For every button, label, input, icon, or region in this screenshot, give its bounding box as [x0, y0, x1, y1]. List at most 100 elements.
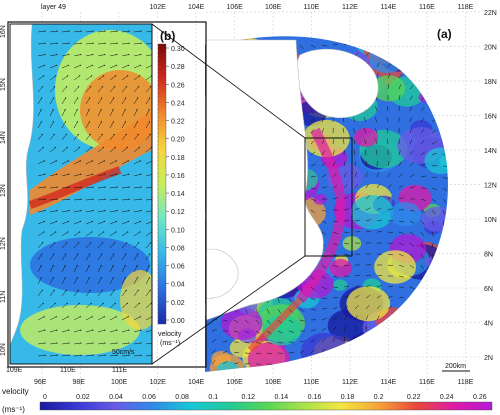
- inset-lat-tick: 15N: [0, 78, 7, 91]
- main-colorbar-tick: 0.14: [275, 394, 289, 401]
- bottom-lon-tick: 98E: [73, 379, 86, 386]
- main-colorbar-tick: 0.22: [407, 394, 421, 401]
- inset-velocity-unit: (ms⁻¹): [160, 340, 180, 347]
- main-colorbar-tick: 0.26: [473, 394, 487, 401]
- top-lon-tick: 108E: [265, 4, 282, 11]
- land-mass: [296, 48, 379, 119]
- top-lon-tick: 116E: [419, 4, 435, 11]
- right-lat-tick: 10N: [484, 217, 497, 224]
- inset-lat-tick: 14N: [0, 131, 7, 144]
- right-lat-tick: 6N: [484, 286, 493, 293]
- inset-colorbar-tick: 0.18: [171, 155, 185, 162]
- main-colorbar-tick: 0.12: [241, 394, 255, 401]
- inset-colorbar-tick: 0.10: [171, 227, 185, 234]
- leader-line-top: [151, 23, 306, 139]
- inset-colorbar-tick: 0.06: [171, 264, 185, 271]
- inset-colorbar-tick: 0.14: [171, 191, 185, 198]
- inset-lat-tick: 13N: [0, 184, 7, 197]
- main-colorbar-tick: 0.18: [341, 394, 355, 401]
- bottom-lon-tick: 104E: [188, 379, 205, 386]
- inset-domain-box: [304, 137, 353, 257]
- inset-colorbar: 0.30 0.28 0.26 0.24 0.22 0.20 0.18 0.16 0.14 0.12…: [157, 43, 185, 347]
- bottom-lon-tick: 100E: [111, 379, 128, 386]
- main-velocity-unit: (ms⁻¹): [2, 405, 25, 414]
- inset-coast: [9, 23, 34, 346]
- inset-colorbar-tick: 0.16: [171, 173, 185, 180]
- layer-label: layer 49: [41, 4, 66, 11]
- inset-lat-tick: 12N: [0, 237, 7, 250]
- southern-land: [205, 248, 239, 299]
- bottom-lon-tick: 114E: [381, 379, 397, 386]
- top-lon-tick: 106E: [227, 4, 244, 11]
- top-lon-tick: 112E: [342, 4, 358, 11]
- inset-colorbar-tick: 0.12: [171, 209, 185, 216]
- top-lon-tick: 110E: [304, 4, 320, 11]
- inset-vector-field: [37, 30, 152, 357]
- inset-velocity-title: velocity: [158, 331, 182, 338]
- scale-bar-a: 200km: [442, 363, 470, 372]
- main-colorbar-tick: 0.04: [109, 394, 123, 401]
- bottom-lon-tick: 102E: [150, 379, 167, 386]
- inset-colorbar-tick: 0.02: [171, 300, 185, 307]
- inset-colorbar-ticks: 0.30 0.28 0.26 0.24 0.22 0.20 0.18 0.16 0.14 0.12…: [166, 46, 185, 325]
- right-lat-tick: 12N: [484, 183, 497, 190]
- panel-b-label: (b): [160, 29, 175, 43]
- panel-a-label: (a): [437, 27, 452, 41]
- inset-colorbar-tick: 0.04: [171, 282, 185, 289]
- main-colorbar-tick: 0.24: [440, 394, 454, 401]
- main-colorbar-tick: 0.08: [175, 394, 189, 401]
- inset-colorbar-tick: 0.20: [171, 137, 185, 144]
- inset-colorbar-tick: 0.30: [171, 46, 185, 53]
- inset-scale-label: 50cm/s: [112, 349, 135, 356]
- bottom-lon-tick: 112E: [342, 379, 358, 386]
- main-colorbar-tick: 0.06: [142, 394, 156, 401]
- inset-colorbar-tick: 0.28: [171, 64, 185, 71]
- inset-colorbar-tick: 0.26: [171, 82, 185, 89]
- inset-lon-tick: 111E: [112, 367, 128, 374]
- main-colorbar-tick: 0: [43, 394, 47, 401]
- bottom-lon-tick: 96E: [34, 379, 47, 386]
- indochina-land: [205, 39, 324, 321]
- bottom-lon-tick: 108E: [265, 379, 282, 386]
- main-colorbar-ticks: 0 0.02 0.04 0.06 0.08 0.1 0.12 0.14 0.16 0.18 0.2 0…: [43, 394, 487, 401]
- inset-frame: [7, 21, 207, 368]
- scale-bar-a-label: 200km: [445, 363, 466, 370]
- inset-colorbar-tick: 0.24: [171, 100, 185, 107]
- top-lon-ticks: 102E 104E 106E 108E 110E 112E 114E 116E 118E: [150, 4, 474, 11]
- right-lat-tick: 4N: [484, 321, 493, 328]
- inset-lon-ticks: 109E 110E 111E: [6, 367, 128, 374]
- right-lat-tick: 18N: [484, 79, 497, 86]
- bottom-lon-tick: 118E: [458, 379, 474, 386]
- main-colorbar-tick: 0.2: [374, 394, 384, 401]
- bottom-lon-tick: 106E: [227, 379, 244, 386]
- bottom-lon-ticks: 96E 98E 100E 102E 104E 106E 108E 110E 112E 114E 11…: [34, 379, 474, 386]
- right-lat-tick: 8N: [484, 252, 493, 259]
- main-velocity-title: velocity: [2, 387, 29, 396]
- inset-panel-b: [9, 23, 153, 365]
- main-colorbar-tick: 0.02: [76, 394, 90, 401]
- inset-lon-tick: 109E: [6, 367, 23, 374]
- inset-lat-tick: 16N: [0, 25, 7, 38]
- inset-colorbar-tick: 0.22: [171, 119, 185, 126]
- inset-lat-tick: 11N: [0, 291, 7, 303]
- inset-colorbar-tick: 0.08: [171, 245, 185, 252]
- bottom-lon-tick: 110E: [304, 379, 320, 386]
- right-lat-ticks: 22N 20N 18N 16N 14N 12N 10N 8N 6N 4N 2N: [484, 10, 497, 362]
- top-lon-tick: 102E: [150, 4, 167, 11]
- top-lon-tick: 104E: [188, 4, 205, 11]
- main-colorbar-tick: 0.1: [208, 394, 218, 401]
- inset-lon-tick: 110E: [60, 367, 76, 374]
- leader-line-bottom: [151, 255, 306, 365]
- bottom-lon-tick: 116E: [419, 379, 435, 386]
- right-lat-tick: 20N: [484, 45, 497, 52]
- right-lat-tick: 22N: [484, 10, 497, 17]
- right-lat-tick: 2N: [484, 355, 493, 362]
- top-lon-tick: 118E: [458, 4, 474, 11]
- right-lat-tick: 14N: [484, 148, 497, 155]
- inset-colorbar-tick: 0.00: [171, 318, 185, 325]
- inset-lat-ticks: 16N 15N 14N 13N 12N 11N 10N: [0, 25, 7, 356]
- top-lon-tick: 114E: [381, 4, 397, 11]
- inset-lat-tick: 10N: [0, 343, 7, 356]
- main-colorbar: velocity (ms⁻¹) 0 0.02 0.04 0.06 0.08 0.1 0.12…: [2, 387, 493, 414]
